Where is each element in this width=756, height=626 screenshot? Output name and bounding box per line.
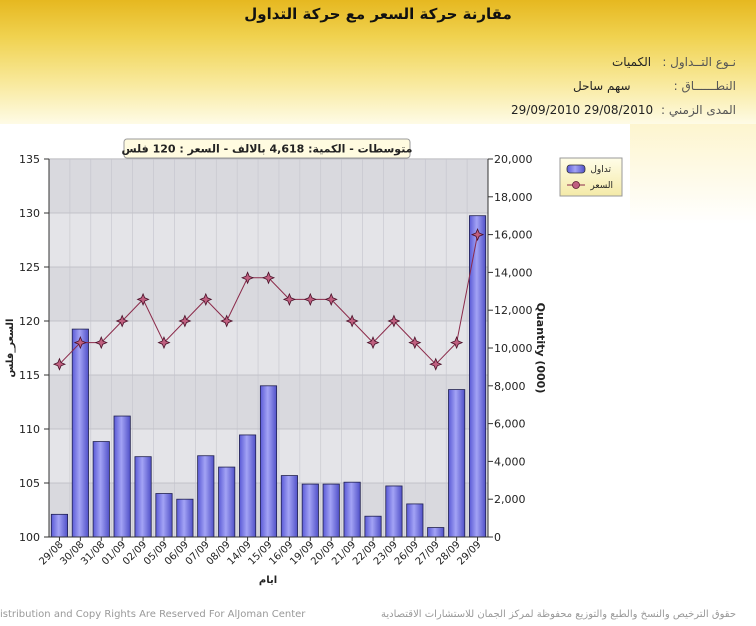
price-point	[136, 292, 150, 306]
footer-copyright-ar: حقوق الترخيص والنسخ والطبع والتوزيع محفو…	[380, 609, 736, 620]
volume-bar	[301, 483, 319, 538]
price-point	[470, 228, 485, 242]
y-left-tick-label: 135	[19, 153, 40, 166]
price-point	[178, 314, 192, 328]
x-axis-label: ايام	[259, 575, 277, 586]
volume-bar	[343, 481, 361, 538]
y-left-tick-label: 105	[19, 477, 40, 490]
scope-label: النطــــــاق :	[673, 79, 736, 93]
price-point	[282, 292, 296, 306]
price-point	[345, 314, 359, 328]
price-point	[303, 292, 317, 306]
price-point	[408, 336, 422, 350]
legend-line-label: السعر	[589, 181, 613, 191]
x-tick-label: 29/09	[456, 539, 484, 567]
trade-type-label: نـوع التــداول :	[662, 55, 736, 69]
price-point	[157, 336, 171, 350]
price-point	[450, 336, 464, 350]
period-label: المدى الزمني :	[661, 103, 736, 117]
page-title: مقارنة حركة السعر مع حركة التداول	[244, 5, 512, 23]
y-left-tick-label: 115	[19, 369, 40, 382]
grid-band	[49, 159, 488, 213]
price-point	[387, 314, 401, 328]
footer-copyright-en: istribution and Copy Rights Are Reserved…	[0, 609, 306, 620]
report-header	[0, 0, 756, 124]
volume-bar	[239, 434, 257, 538]
y-right-tick-label: 10,000	[494, 342, 533, 355]
y-left-tick-label: 130	[19, 207, 40, 220]
y-right-tick-label: 8,000	[494, 380, 526, 393]
price-point	[261, 271, 276, 285]
volume-bar	[406, 503, 424, 538]
y-axis-left-label: السعر_فلس	[5, 319, 16, 378]
volume-bar	[280, 475, 298, 538]
volume-bar	[259, 385, 278, 538]
y-right-tick-label: 18,000	[494, 191, 533, 204]
price-point	[366, 336, 380, 350]
price-point	[52, 357, 67, 371]
volume-bar	[50, 513, 69, 538]
volume-bar	[385, 485, 403, 538]
volume-bar	[218, 466, 236, 538]
volume-bar	[322, 483, 340, 538]
volume-bar	[92, 441, 110, 538]
y-right-tick-label: 16,000	[494, 229, 533, 242]
y-left-tick-label: 110	[19, 423, 40, 436]
legend-bar-swatch	[566, 164, 586, 174]
volume-bar	[197, 455, 215, 538]
volume-bar	[364, 515, 382, 538]
volume-bar	[427, 527, 445, 538]
scope-value: سهم ساحل	[573, 79, 631, 93]
legend-bar-label: تداول	[590, 165, 611, 175]
header-fade	[630, 124, 756, 224]
price-volume-chart: 100 105 110 115 120 125 130 135 0 2,000 4,000 6,000…	[5, 138, 623, 586]
y-right-tick-label: 6,000	[494, 418, 526, 431]
y-right-tick-label: 2,000	[494, 493, 526, 506]
volume-bars	[50, 215, 487, 538]
y-right-tick-label: 4,000	[494, 455, 526, 468]
legend: تداول السعر	[559, 157, 623, 197]
y-left-tick-label: 120	[19, 315, 40, 328]
y-right-tick-label: 0	[494, 531, 501, 544]
y-right-tick-label: 14,000	[494, 266, 533, 279]
y-left-tick-label: 100	[19, 531, 40, 544]
price-point	[429, 357, 443, 371]
price-point	[199, 292, 213, 306]
price-line	[52, 228, 485, 371]
volume-bar	[155, 493, 173, 538]
volume-bar	[113, 415, 131, 538]
trade-type-value: الكميات	[612, 55, 652, 69]
price-point	[73, 336, 87, 350]
averages-text: متوسطات - الكمية: 4,618 بالالف - السعر :…	[122, 143, 413, 156]
price-point	[94, 336, 108, 350]
volume-bar	[134, 456, 152, 538]
y-right-tick-label: 20,000	[494, 153, 533, 166]
price-point	[241, 271, 255, 285]
volume-bar	[71, 328, 89, 538]
price-point	[220, 314, 234, 328]
y-axis-right-label: Quantity (000)	[534, 303, 547, 394]
price-point	[324, 292, 338, 306]
averages-box: متوسطات - الكمية: 4,618 بالالف - السعر :…	[122, 138, 413, 159]
legend-line-marker	[572, 181, 580, 189]
y-left-tick-label: 125	[19, 261, 40, 274]
volume-bar	[176, 498, 194, 538]
period-value: 29/09/2010 29/08/2010	[511, 103, 654, 117]
volume-bar	[448, 389, 466, 538]
price-point	[115, 314, 129, 328]
y-right-tick-label: 12,000	[494, 304, 533, 317]
